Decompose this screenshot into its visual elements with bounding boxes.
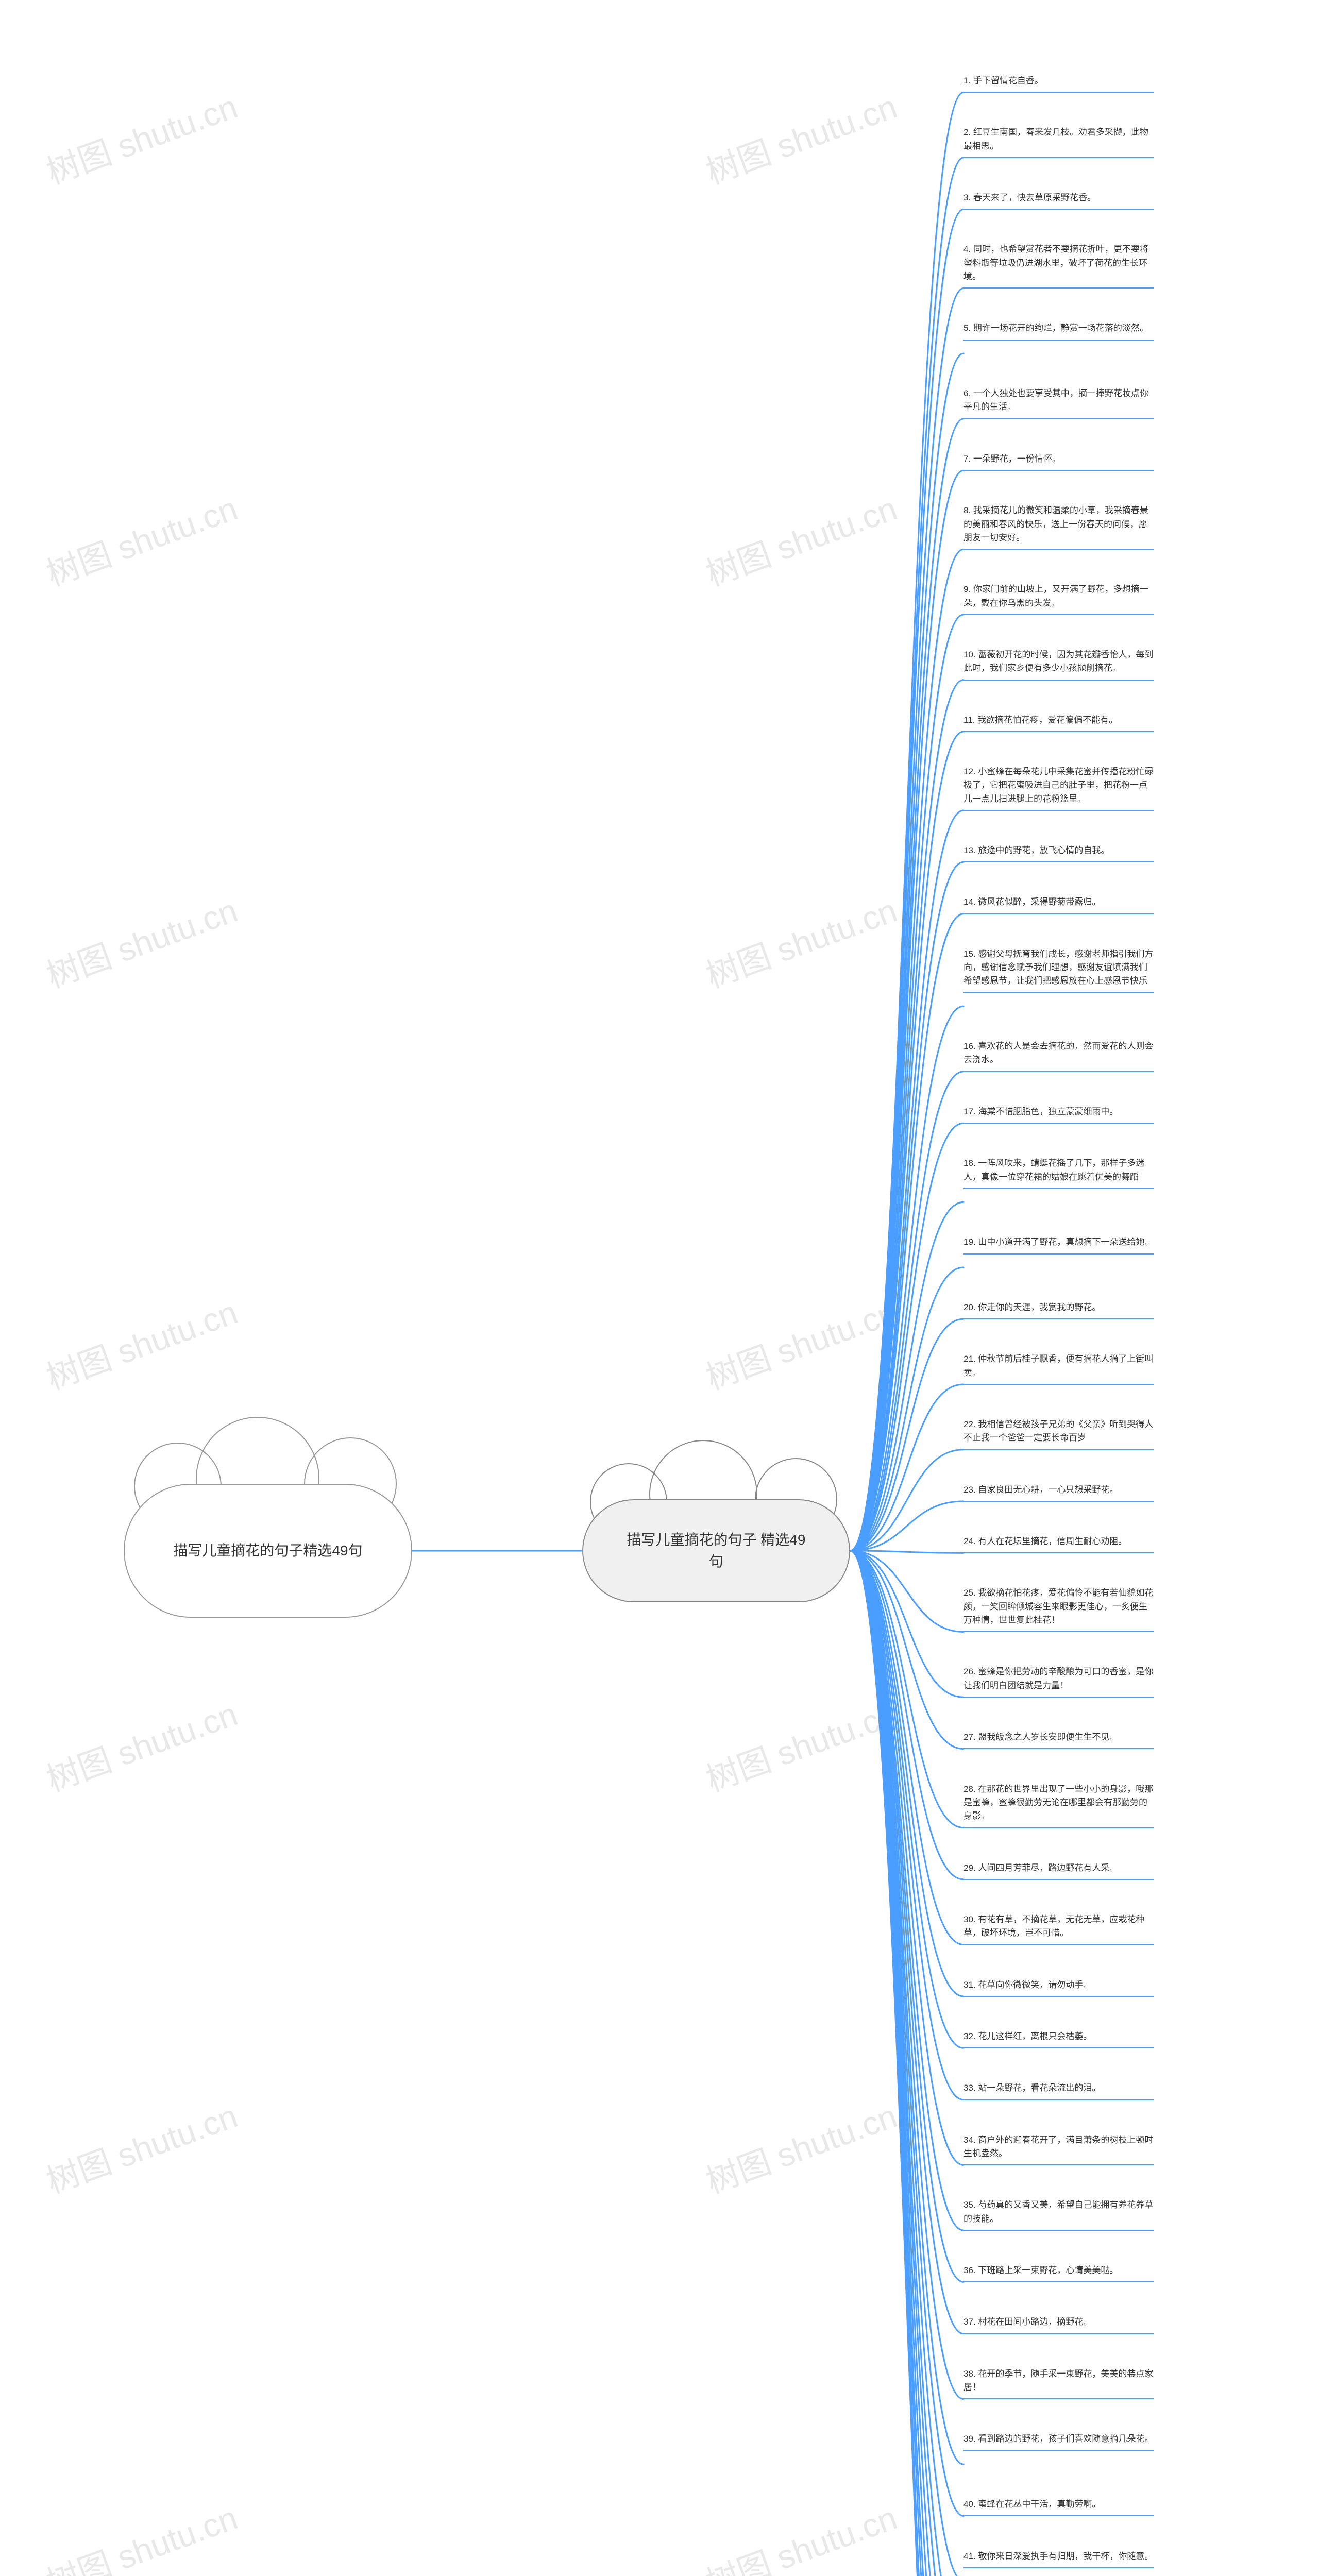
leaf-text: 33. 站一朵野花，看花朵流出的泪。	[963, 2079, 1154, 2100]
leaf-text: 7. 一朵野花，一份情怀。	[963, 450, 1154, 471]
leaf-node: 31. 花草向你微微笑，请勿动手。	[963, 1976, 1154, 1997]
leaf-text: 9. 你家门前的山坡上，又开满了野花，多想摘一朵，戴在你乌黑的头发。	[963, 581, 1154, 615]
leaf-text: 1. 手下留情花自香。	[963, 72, 1154, 93]
leaf-text: 28. 在那花的世界里出现了一些小小的身影，哦那是蜜蜂，蜜蜂很勤劳无论在哪里都会…	[963, 1781, 1154, 1828]
leaf-text: 19. 山中小道开满了野花，真想摘下一朵送给她。	[963, 1233, 1154, 1254]
leaf-node: 10. 蔷薇初开花的时候，因为其花瓣香怡人，每到此时，我们家乡便有多少小孩抛削摘…	[963, 646, 1154, 681]
leaf-text: 21. 仲秋节前后桂子飘香，便有摘花人摘了上街叫卖。	[963, 1350, 1154, 1385]
leaf-node: 7. 一朵野花，一份情怀。	[963, 450, 1154, 471]
leaf-text: 16. 喜欢花的人是会去摘花的，然而爱花的人则会去浇水。	[963, 1038, 1154, 1072]
leaf-node: 40. 蜜蜂在花丛中干活，真勤劳啊。	[963, 2496, 1154, 2516]
leaf-node: 39. 看到路边的野花，孩子们喜欢随意摘几朵花。	[963, 2430, 1154, 2451]
leaf-node: 15. 感谢父母抚育我们成长，感谢老师指引我们方向，感谢信念赋予我们理想，感谢友…	[963, 945, 1154, 993]
leaf-node: 14. 微风花似醉，采得野菊带露归。	[963, 893, 1154, 914]
root-node-text: 描写儿童摘花的句子精选49句	[173, 1540, 362, 1562]
leaf-node: 3. 春天来了，快去草原采野花香。	[963, 189, 1154, 210]
leaf-text: 34. 窗户外的迎春花开了，满目萧条的树枝上顿时生机盎然。	[963, 2131, 1154, 2166]
leaf-text: 30. 有花有草，不摘花草，无花无草，应栽花种草，破坏环境，岂不可惜。	[963, 1911, 1154, 1945]
leaf-text: 25. 我欲摘花怕花疼，爱花偏怜不能有若仙貌如花颜，一笑回眸倾城容生来眼影更佳心…	[963, 1584, 1154, 1632]
leaf-text: 36. 下班路上采一束野花，心情美美哒。	[963, 2262, 1154, 2282]
leaf-text: 39. 看到路边的野花，孩子们喜欢随意摘几朵花。	[963, 2430, 1154, 2451]
leaf-node: 4. 同时，也希望赏花者不要摘花折叶，更不要将塑料瓶等垃圾仍进湖水里，破坏了荷花…	[963, 241, 1154, 289]
leaf-text: 18. 一阵风吹来，蜻蜓花摇了几下，那样子多迷人，真像一位穿花裙的姑娘在跳着优美…	[963, 1155, 1154, 1189]
leaf-node: 21. 仲秋节前后桂子飘香，便有摘花人摘了上街叫卖。	[963, 1350, 1154, 1385]
leaf-text: 31. 花草向你微微笑，请勿动手。	[963, 1976, 1154, 1997]
leaf-node: 34. 窗户外的迎春花开了，满目萧条的树枝上顿时生机盎然。	[963, 2131, 1154, 2166]
leaf-node: 33. 站一朵野花，看花朵流出的泪。	[963, 2079, 1154, 2100]
leaf-text: 4. 同时，也希望赏花者不要摘花折叶，更不要将塑料瓶等垃圾仍进湖水里，破坏了荷花…	[963, 241, 1154, 289]
leaf-text: 40. 蜜蜂在花丛中干活，真勤劳啊。	[963, 2496, 1154, 2516]
leaf-node: 26. 蜜蜂是你把劳动的辛酸酿为可口的香蜜，是你让我们明白团结就是力量！	[963, 1663, 1154, 1698]
leaf-node: 27. 盟我皈念之人岁长安即便生生不见。	[963, 1728, 1154, 1749]
leaf-node: 2. 红豆生南国，春来发几枝。劝君多采撷，此物最相思。	[963, 124, 1154, 158]
leaf-text: 6. 一个人独处也要享受其中，摘一捧野花妆点你平凡的生活。	[963, 385, 1154, 419]
leaf-node: 32. 花儿这样红，离根只会枯萎。	[963, 2028, 1154, 2048]
leaf-node: 6. 一个人独处也要享受其中，摘一捧野花妆点你平凡的生活。	[963, 385, 1154, 419]
leaf-text: 23. 自家良田无心耕，一心只想采野花。	[963, 1481, 1154, 1502]
leaf-node: 5. 期许一场花开的绚烂，静赏一场花落的淡然。	[963, 319, 1154, 340]
root-node-cloud: 描写儿童摘花的句子精选49句	[124, 1484, 412, 1618]
leaf-node: 16. 喜欢花的人是会去摘花的，然而爱花的人则会去浇水。	[963, 1038, 1154, 1072]
leaf-node: 30. 有花有草，不摘花草，无花无草，应栽花种草，破坏环境，岂不可惜。	[963, 1911, 1154, 1945]
leaf-text: 35. 芍药真的又香又美，希望自己能拥有养花养草的技能。	[963, 2196, 1154, 2231]
leaf-text: 24. 有人在花坛里摘花，信周生耐心劝阻。	[963, 1533, 1154, 1553]
leaf-node: 18. 一阵风吹来，蜻蜓花摇了几下，那样子多迷人，真像一位穿花裙的姑娘在跳着优美…	[963, 1155, 1154, 1189]
leaf-node: 37. 村花在田间小路边，摘野花。	[963, 2313, 1154, 2334]
leaf-node: 29. 人间四月芳菲尽，路边野花有人采。	[963, 1859, 1154, 1880]
sub-node-cloud: 描写儿童摘花的句子 精选49句	[582, 1499, 850, 1602]
leaf-text: 41. 敬你来日深爱执手有归期，我干杯，你随意。	[963, 2548, 1154, 2568]
leaf-node: 38. 花开的季节，随手采一束野花，美美的装点家居！	[963, 2365, 1154, 2400]
leaf-text: 12. 小蜜蜂在每朵花儿中采集花蜜并传播花粉忙碌极了，它把花蜜吸进自己的肚子里，…	[963, 763, 1154, 811]
leaf-text: 8. 我采摘花儿的微笑和温柔的小草，我采摘春景的美丽和春风的快乐，送上一份春天的…	[963, 502, 1154, 550]
leaf-text: 26. 蜜蜂是你把劳动的辛酸酿为可口的香蜜，是你让我们明白团结就是力量！	[963, 1663, 1154, 1698]
leaf-text: 32. 花儿这样红，离根只会枯萎。	[963, 2028, 1154, 2048]
leaf-node: 25. 我欲摘花怕花疼，爱花偏怜不能有若仙貌如花颜，一笑回眸倾城容生来眼影更佳心…	[963, 1584, 1154, 1632]
leaf-text: 11. 我欲摘花怕花疼，爱花偏偏不能有。	[963, 711, 1154, 732]
leaf-node: 13. 旅途中的野花，放飞心情的自我。	[963, 842, 1154, 862]
leaf-node: 20. 你走你的天涯，我赏我的野花。	[963, 1299, 1154, 1319]
leaf-node: 24. 有人在花坛里摘花，信周生耐心劝阻。	[963, 1533, 1154, 1553]
leaf-node: 1. 手下留情花自香。	[963, 72, 1154, 93]
leaf-text: 20. 你走你的天涯，我赏我的野花。	[963, 1299, 1154, 1319]
leaf-node: 11. 我欲摘花怕花疼，爱花偏偏不能有。	[963, 711, 1154, 732]
leaf-node: 36. 下班路上采一束野花，心情美美哒。	[963, 2262, 1154, 2282]
leaf-text: 15. 感谢父母抚育我们成长，感谢老师指引我们方向，感谢信念赋予我们理想，感谢友…	[963, 945, 1154, 993]
leaf-text: 38. 花开的季节，随手采一束野花，美美的装点家居！	[963, 2365, 1154, 2400]
leaf-node: 12. 小蜜蜂在每朵花儿中采集花蜜并传播花粉忙碌极了，它把花蜜吸进自己的肚子里，…	[963, 763, 1154, 811]
leaf-text: 5. 期许一场花开的绚烂，静赏一场花落的淡然。	[963, 319, 1154, 340]
leaf-node: 28. 在那花的世界里出现了一些小小的身影，哦那是蜜蜂，蜜蜂很勤劳无论在哪里都会…	[963, 1781, 1154, 1828]
leaf-text: 17. 海棠不惜胭脂色，独立蒙蒙细雨中。	[963, 1103, 1154, 1124]
leaf-text: 3. 春天来了，快去草原采野花香。	[963, 189, 1154, 210]
leaf-text: 27. 盟我皈念之人岁长安即便生生不见。	[963, 1728, 1154, 1749]
leaf-text: 13. 旅途中的野花，放飞心情的自我。	[963, 842, 1154, 862]
leaf-text: 37. 村花在田间小路边，摘野花。	[963, 2313, 1154, 2334]
leaf-text: 2. 红豆生南国，春来发几枝。劝君多采撷，此物最相思。	[963, 124, 1154, 158]
leaf-text: 22. 我相信曾经被孩子兄弟的《父亲》听到哭得人不止我一个爸爸一定要长命百岁	[963, 1416, 1154, 1450]
leaf-node: 22. 我相信曾经被孩子兄弟的《父亲》听到哭得人不止我一个爸爸一定要长命百岁	[963, 1416, 1154, 1450]
leaf-node: 41. 敬你来日深爱执手有归期，我干杯，你随意。	[963, 2548, 1154, 2568]
leaf-node: 19. 山中小道开满了野花，真想摘下一朵送给她。	[963, 1233, 1154, 1254]
leaf-node: 35. 芍药真的又香又美，希望自己能拥有养花养草的技能。	[963, 2196, 1154, 2231]
leaf-text: 10. 蔷薇初开花的时候，因为其花瓣香怡人，每到此时，我们家乡便有多少小孩抛削摘…	[963, 646, 1154, 681]
leaf-text: 29. 人间四月芳菲尽，路边野花有人采。	[963, 1859, 1154, 1880]
leaf-node: 17. 海棠不惜胭脂色，独立蒙蒙细雨中。	[963, 1103, 1154, 1124]
leaf-text: 14. 微风花似醉，采得野菊带露归。	[963, 893, 1154, 914]
leaf-node: 9. 你家门前的山坡上，又开满了野花，多想摘一朵，戴在你乌黑的头发。	[963, 581, 1154, 615]
sub-node-text: 描写儿童摘花的句子 精选49句	[620, 1529, 813, 1572]
leaf-node: 8. 我采摘花儿的微笑和温柔的小草，我采摘春景的美丽和春风的快乐，送上一份春天的…	[963, 502, 1154, 550]
leaf-node: 23. 自家良田无心耕，一心只想采野花。	[963, 1481, 1154, 1502]
